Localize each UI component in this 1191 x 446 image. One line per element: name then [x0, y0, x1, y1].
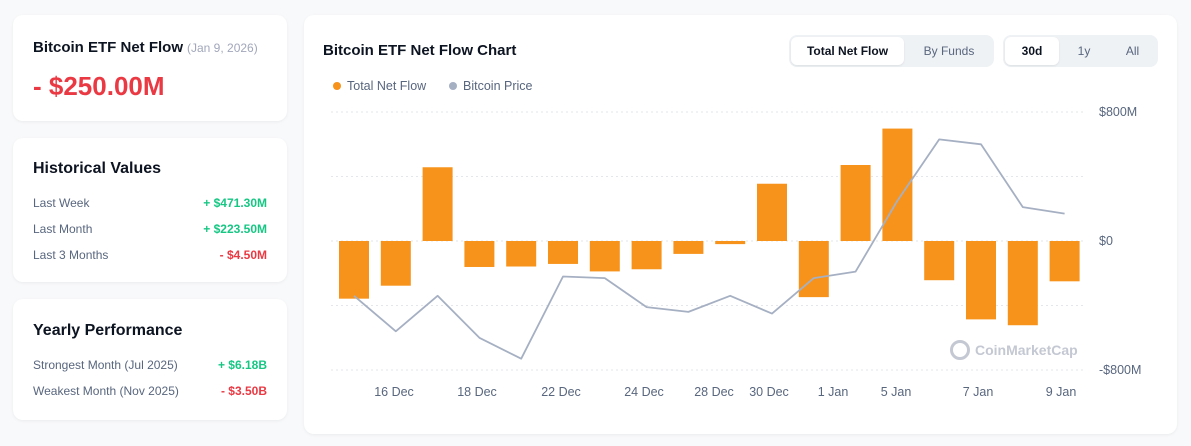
net-flow-value: - $250.00M: [33, 71, 165, 101]
net-flow-bar: [464, 241, 495, 267]
net-flow-bar: [840, 165, 871, 241]
historical-row-label: Last Month: [33, 222, 93, 236]
yearly-row-label: Weakest Month (Nov 2025): [33, 384, 179, 398]
chart-type-toggle: Total Net Flow By Funds: [789, 35, 994, 67]
x-axis-tick-label: 18 Dec: [457, 385, 497, 399]
net-flow-bar: [339, 241, 369, 299]
yearly-row-value: - $3.50B: [220, 384, 267, 398]
net-flow-chart: $800M $0 -$800M 16 Dec 18 Dec 22 Dec 24 Dec 28 …: [331, 105, 1141, 399]
net-flow-date: (Jan 9, 2026): [187, 41, 258, 55]
time-range-toggle: 30d 1y All: [1003, 35, 1158, 67]
x-axis-tick-label: 9 Jan: [1046, 385, 1077, 399]
net-flow-bar: [380, 241, 411, 286]
range-all[interactable]: All: [1125, 44, 1140, 58]
x-axis-tick-label: 30 Dec: [749, 385, 789, 399]
legend-label: Bitcoin Price: [463, 79, 533, 93]
net-flow-title: Bitcoin ETF Net Flow (Jan 9, 2026): [33, 39, 258, 56]
legend-swatch-gray: [449, 82, 457, 90]
historical-row-label: Last Week: [33, 196, 90, 210]
range-30d[interactable]: 30d: [1005, 37, 1059, 65]
x-axis-tick-label: 28 Dec: [694, 385, 734, 399]
bitcoin-price-line: [353, 138, 1065, 360]
legend-bitcoin-price[interactable]: Bitcoin Price: [449, 79, 532, 93]
net-flow-bar: [506, 241, 537, 267]
x-axis-tick-label: 16 Dec: [374, 385, 414, 399]
y-axis-tick-label: $0: [1099, 234, 1113, 248]
net-flow-bar: [589, 241, 620, 272]
historical-row-last-3-months: Last 3 Months - $4.50M: [33, 248, 267, 264]
net-flow-bar: [1049, 241, 1080, 282]
net-flow-bar: [548, 241, 578, 264]
yearly-performance-card: Yearly Performance Strongest Month (Jul …: [13, 299, 287, 420]
net-flow-bar: [631, 241, 662, 270]
historical-row-value: + $223.50M: [203, 222, 267, 236]
watermark-text: CoinMarketCap: [975, 342, 1078, 358]
historical-values-card: Historical Values Last Week + $471.30M L…: [13, 138, 287, 282]
historical-values-title: Historical Values: [33, 160, 162, 177]
toggle-total-net-flow[interactable]: Total Net Flow: [791, 37, 904, 65]
yearly-row-label: Strongest Month (Jul 2025): [33, 358, 178, 372]
net-flow-bar: [757, 183, 787, 241]
net-flow-bar: [1007, 241, 1038, 326]
yearly-performance-title: Yearly Performance: [33, 322, 183, 339]
net-flow-bar: [966, 241, 996, 320]
net-flow-chart-card: Bitcoin ETF Net Flow Chart Total Net Flo…: [304, 15, 1177, 434]
x-axis-tick-label: 7 Jan: [963, 385, 994, 399]
net-flow-bar: [715, 241, 746, 245]
yearly-row-weakest-month: Weakest Month (Nov 2025) - $3.50B: [33, 384, 267, 400]
net-flow-bar: [798, 241, 829, 298]
historical-row-label: Last 3 Months: [33, 248, 109, 262]
y-axis-tick-label: -$800M: [1099, 363, 1141, 377]
yearly-row-period: (Jul 2025): [124, 358, 178, 372]
coinmarketcap-watermark: CoinMarketCap: [950, 340, 1078, 360]
net-flow-bar: [673, 241, 704, 254]
legend-total-net-flow[interactable]: Total Net Flow: [333, 79, 426, 93]
yearly-row-period: (Nov 2025): [119, 384, 179, 398]
legend-swatch-orange: [333, 82, 341, 90]
x-axis-tick-label: 22 Dec: [541, 385, 581, 399]
historical-row-last-week: Last Week + $471.30M: [33, 196, 267, 212]
historical-row-last-month: Last Month + $223.50M: [33, 222, 267, 238]
yearly-row-value: + $6.18B: [217, 358, 267, 372]
net-flow-card: Bitcoin ETF Net Flow (Jan 9, 2026) - $250…: [13, 15, 287, 121]
net-flow-bar: [422, 167, 453, 241]
net-flow-title-text: Bitcoin ETF Net Flow: [33, 39, 183, 56]
historical-row-value: + $471.30M: [203, 196, 267, 210]
chart-title: Bitcoin ETF Net Flow Chart: [323, 42, 517, 59]
range-1y[interactable]: 1y: [1077, 44, 1091, 58]
yearly-row-label-text: Strongest Month: [33, 358, 122, 372]
legend-label: Total Net Flow: [347, 79, 427, 93]
historical-row-value: - $4.50M: [219, 248, 267, 262]
x-axis-tick-label: 1 Jan: [818, 385, 849, 399]
x-axis-tick-label: 24 Dec: [624, 385, 664, 399]
yearly-row-label-text: Weakest Month: [33, 384, 117, 398]
x-axis-tick-label: 5 Jan: [881, 385, 912, 399]
toggle-by-funds[interactable]: By Funds: [923, 44, 975, 58]
yearly-row-strongest-month: Strongest Month (Jul 2025) + $6.18B: [33, 358, 267, 374]
coinmarketcap-logo-icon: [950, 340, 970, 360]
y-axis-tick-label: $800M: [1099, 105, 1137, 119]
net-flow-bar: [924, 241, 955, 281]
